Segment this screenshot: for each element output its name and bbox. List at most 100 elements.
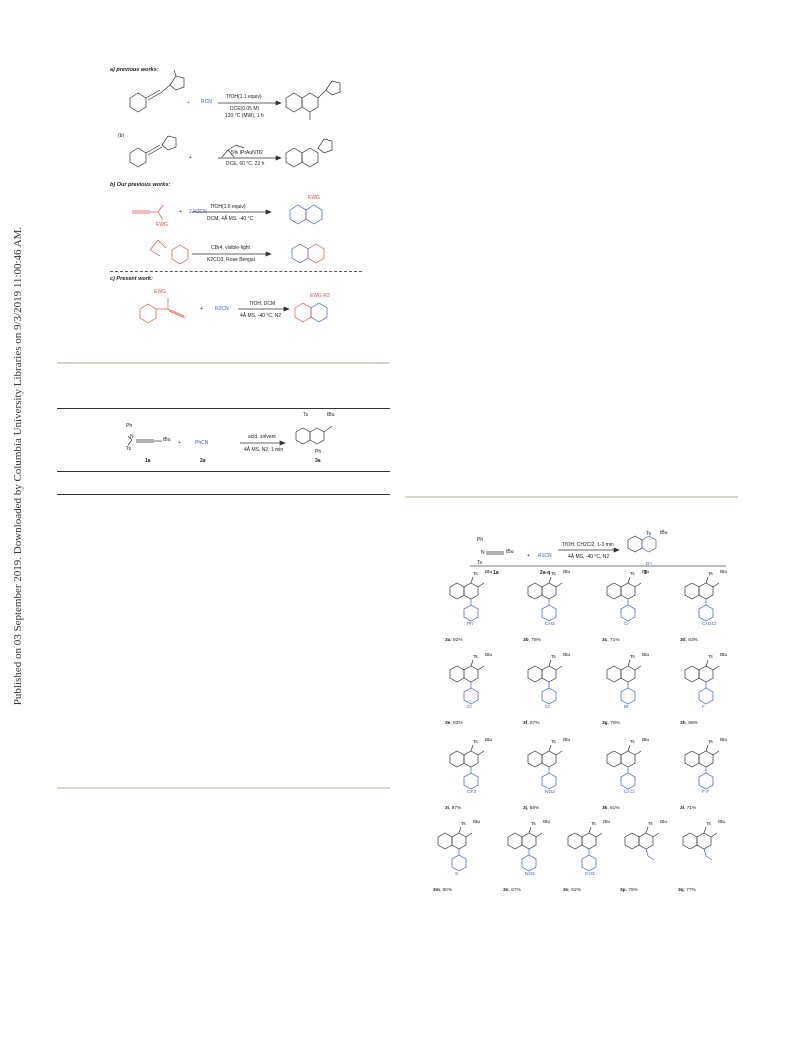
yield-caption-3b: 3b, 78% (523, 638, 541, 643)
structure-3k (606, 744, 642, 790)
b1-product-ewg: EWG (308, 195, 320, 201)
product-3o: Ts tBu CH3 3o, 62% (555, 820, 625, 902)
table1-col-rule (57, 471, 390, 472)
product-3n: Ts tBu NO2 3n, 67% (495, 820, 565, 902)
yield-caption-3h: 3h, 88% (680, 721, 698, 726)
t1-cond2: 4Å MS, N2, 1 min (244, 447, 284, 453)
structure-3l (684, 744, 720, 790)
yield-caption-3o: 3o, 62% (563, 888, 581, 893)
substituent-3c: O (624, 622, 628, 627)
a1-cond1: TfOH(1.1 equiv) (226, 94, 262, 100)
product-3p: Ts tBu 3p, 75% (612, 820, 682, 902)
yield-caption-3p: 3p, 75% (620, 888, 638, 893)
product-3c: Ts tBu O 3c, 71% (594, 570, 664, 652)
a2-cond1: 5% IPrAuNTf2 (231, 150, 263, 156)
yield-caption-3n: 3n, 67% (503, 888, 521, 893)
t1-label-2a: 2a (200, 458, 206, 464)
product-3e: Ts tBu Cl 3e, 93% (437, 653, 507, 735)
structure-3m (437, 826, 473, 872)
product-3f: Ts tBu Cl 3f, 87% (515, 653, 585, 735)
product-3d: Ts tBu CH2Cl 3d, 83% (672, 570, 742, 652)
product-3k: Ts tBu Cl Cl 3k, 81% (594, 738, 664, 820)
b1-ewg: EWG (156, 222, 168, 228)
a1-reagent: RCN (201, 99, 212, 105)
substituent-3a: Ph (467, 622, 473, 627)
t1-product-tbu: tBu (327, 412, 335, 418)
c-ewg: EWG (154, 289, 166, 295)
substituent-3d: CH2Cl (702, 622, 717, 627)
a1-cond2: DCE(0.05 M) (230, 106, 260, 112)
t2-label-2aq: 2a-q (540, 570, 551, 576)
c-cond1: TfOH, DCM (249, 301, 276, 307)
b1-cond2: DCM, 4Å MS, -40 °C (207, 216, 254, 222)
b-label: (b) (118, 133, 125, 139)
table1-bottom-rule (57, 787, 390, 789)
scheme-divider (110, 271, 362, 272)
substituent-3g: Br (624, 705, 629, 710)
scheme-c-header: c) Present work: (110, 276, 153, 282)
c-product-ewg: EWG R3 (310, 293, 330, 299)
c-cond2: 4Å MS, -40 °C, N2 (240, 313, 282, 319)
substituent-3k: Cl Cl (624, 790, 635, 795)
structure-3j (527, 744, 563, 790)
scheme-a-header: a) previous works: (110, 67, 159, 73)
t2-label-3: 3 (644, 570, 647, 576)
yield-caption-3q: 3q, 77% (678, 888, 696, 893)
structure-3g (606, 659, 642, 705)
substituent-3e: Cl (467, 705, 472, 710)
product-3j: Ts tBu NO2 3j, 58% (515, 738, 585, 820)
table2-header-rule (470, 565, 726, 567)
substituent-3i: CF3 (467, 790, 477, 795)
structure-3n (507, 826, 543, 872)
b2-cond2: K2CO3, Rose Bengal (207, 257, 255, 263)
t2-cond2: 4Å MS, -40 °C, N2 (568, 554, 610, 560)
structure-3i (449, 744, 485, 790)
t1-cond1: acid, solvent (248, 434, 276, 440)
t1-reagent: PhCN (195, 440, 209, 446)
yield-caption-3l: 3l, 71% (680, 806, 697, 811)
substituent-3m: S (455, 872, 459, 877)
table1-top-rule (57, 362, 390, 364)
product-3b: Ts tBu CH3 3b, 78% (515, 570, 585, 652)
t1-tbu: tBu (163, 437, 171, 443)
product-3q: Ts tBu 3q, 77% (670, 820, 740, 902)
structure-3c (606, 576, 642, 622)
yield-caption-3g: 3g, 79% (602, 721, 620, 726)
yield-caption-3k: 3k, 81% (602, 806, 620, 811)
b2-cond1: CBr4, visible-light (211, 245, 250, 251)
yield-caption-3m: 3m, 80% (433, 888, 453, 893)
t2-plus: + (527, 553, 530, 559)
product-3a: Ts tBu Ph 3a, 92% (437, 570, 507, 652)
a2-cond2: DCE, 60 °C, 22 h (226, 161, 265, 167)
product-3i: Ts tBu CF3 3i, 87% (437, 738, 507, 820)
product-3l: Ts tBu F F 3l, 71% (672, 738, 742, 820)
structure-3h (684, 659, 720, 705)
scheme-1-drawings (129, 69, 341, 324)
a1-plus: + (187, 100, 190, 106)
structure-3d (684, 576, 720, 622)
table1-body-rule (57, 494, 390, 495)
structure-3p (624, 826, 660, 861)
table2-top-rule (405, 496, 738, 498)
t1-product-ph: Ph (315, 449, 322, 455)
t2-label-1a: 1a (493, 570, 499, 576)
t1-label-3a: 3a (315, 458, 321, 464)
table1-header-rule (57, 408, 390, 409)
t1-label-1a: 1a (145, 458, 151, 464)
substituent-3f: Cl (545, 705, 550, 710)
structure-3o (567, 826, 603, 872)
substituent-3o: CH3 (585, 872, 595, 877)
b1-cond1: TfOH(1.6 equiv) (210, 204, 246, 210)
t2-cond1: TfOH, CH2Cl2, 1-3 min (562, 542, 614, 548)
structure-3e (449, 659, 485, 705)
t1-ph: Ph (126, 423, 133, 429)
b1-plus: + (179, 209, 182, 215)
yield-caption-3f: 3f, 87% (523, 721, 540, 726)
a1-cond3: 120 °C (MW), 1 h (225, 113, 264, 119)
t1-plus: + (178, 440, 181, 446)
yield-caption-3e: 3e, 93% (445, 721, 463, 726)
c-reagent: R2CN (215, 306, 229, 312)
yield-caption-3a: 3a, 92% (445, 638, 463, 643)
substituent-3j: NO2 (545, 790, 555, 795)
substituent-3n: NO2 (525, 872, 535, 877)
